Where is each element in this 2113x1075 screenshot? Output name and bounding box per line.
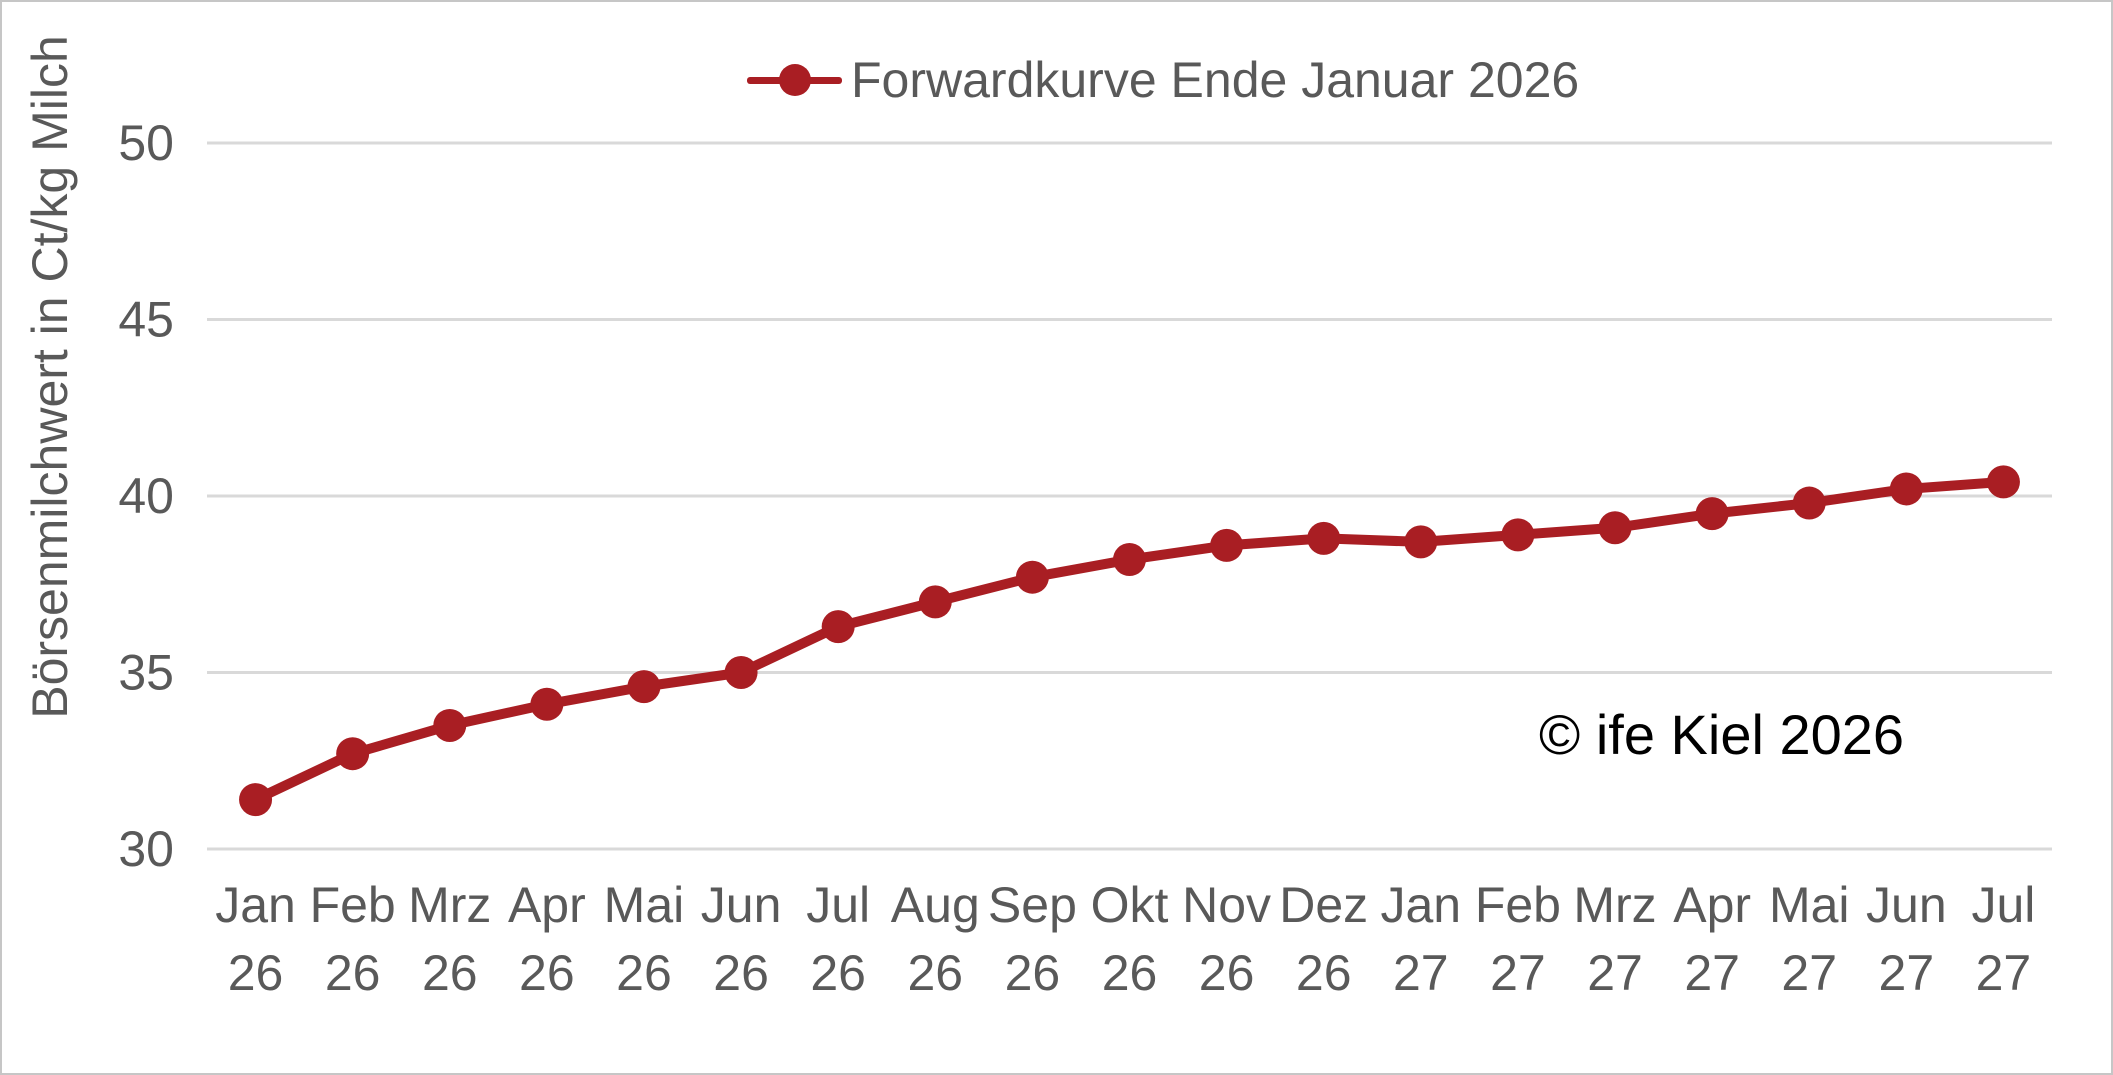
x-axis-year-label: 26 bbox=[907, 945, 963, 1001]
x-axis-month-label: Sep bbox=[988, 877, 1077, 933]
y-axis-tick-label: 35 bbox=[118, 645, 174, 701]
y-axis-tick-label: 40 bbox=[118, 468, 174, 524]
x-axis-month-label: Mrz bbox=[408, 877, 491, 933]
x-axis-month-label: Feb bbox=[310, 877, 396, 933]
x-axis-year-label: 27 bbox=[1976, 945, 2032, 1001]
data-point bbox=[1695, 497, 1729, 531]
data-point bbox=[530, 687, 564, 721]
x-axis-year-label: 27 bbox=[1490, 945, 1546, 1001]
x-axis-month-label: Mai bbox=[1769, 877, 1850, 933]
data-point bbox=[1015, 560, 1049, 594]
x-axis-month-label: Mrz bbox=[1573, 877, 1656, 933]
x-axis-year-label: 26 bbox=[325, 945, 381, 1001]
x-axis-month-label: Apr bbox=[508, 877, 586, 933]
copyright-note: © ife Kiel 2026 bbox=[1539, 703, 1905, 766]
x-axis-month-label: Aug bbox=[891, 877, 980, 933]
x-axis-year-label: 27 bbox=[1393, 945, 1449, 1001]
x-axis-year-label: 26 bbox=[519, 945, 575, 1001]
data-point bbox=[1404, 525, 1438, 559]
x-axis-year-label: 26 bbox=[1296, 945, 1352, 1001]
y-axis-tick-label: 50 bbox=[118, 115, 174, 171]
y-axis-tick-label: 45 bbox=[118, 292, 174, 348]
x-axis-year-label: 27 bbox=[1879, 945, 1935, 1001]
x-axis-month-label: Mai bbox=[604, 877, 685, 933]
x-axis-year-label: 27 bbox=[1684, 945, 1740, 1001]
x-axis-month-label: Jun bbox=[701, 877, 782, 933]
x-axis-month-label: Jan bbox=[1381, 877, 1462, 933]
data-point bbox=[1986, 465, 2020, 499]
legend-line-marker-icon bbox=[747, 62, 842, 98]
x-axis-month-label: Jul bbox=[806, 877, 870, 933]
data-point bbox=[821, 610, 855, 644]
legend-series-label: Forwardkurve Ende Januar 2026 bbox=[851, 52, 1580, 108]
data-point bbox=[918, 585, 952, 619]
x-axis-month-label: Okt bbox=[1091, 877, 1169, 933]
data-point bbox=[724, 656, 758, 689]
data-point bbox=[433, 708, 467, 742]
data-point bbox=[1889, 472, 1923, 506]
x-axis-year-label: 27 bbox=[1781, 945, 1837, 1001]
data-point bbox=[1307, 521, 1341, 555]
y-axis-tick-label: 30 bbox=[118, 821, 174, 877]
legend-dot-icon bbox=[778, 64, 811, 96]
x-axis-month-label: Apr bbox=[1673, 877, 1751, 933]
data-point bbox=[336, 737, 370, 771]
x-axis-month-label: Jun bbox=[1866, 877, 1947, 933]
x-axis-month-label: Jan bbox=[215, 877, 296, 933]
x-axis-month-label: Feb bbox=[1475, 877, 1561, 933]
data-point bbox=[1210, 528, 1244, 562]
x-axis-year-label: 26 bbox=[1102, 945, 1158, 1001]
chart-legend: Forwardkurve Ende Januar 2026 bbox=[747, 48, 1579, 112]
x-axis-year-label: 27 bbox=[1587, 945, 1643, 1001]
x-axis-year-label: 26 bbox=[616, 945, 672, 1001]
x-axis-year-label: 26 bbox=[713, 945, 769, 1001]
data-point bbox=[1598, 511, 1632, 545]
x-axis-year-label: 26 bbox=[422, 945, 478, 1001]
data-point bbox=[1501, 518, 1535, 552]
x-axis-month-label: Nov bbox=[1182, 877, 1271, 933]
x-axis-month-label: Dez bbox=[1279, 877, 1368, 933]
x-axis-year-label: 26 bbox=[1005, 945, 1061, 1001]
x-axis-year-label: 26 bbox=[1199, 945, 1255, 1001]
x-axis-year-label: 26 bbox=[228, 945, 284, 1001]
data-point bbox=[627, 670, 661, 704]
data-point bbox=[1792, 486, 1826, 520]
data-point bbox=[239, 783, 273, 817]
data-point bbox=[1113, 543, 1146, 577]
x-axis-month-label: Jul bbox=[1971, 877, 2035, 933]
x-axis-year-label: 26 bbox=[810, 945, 866, 1001]
